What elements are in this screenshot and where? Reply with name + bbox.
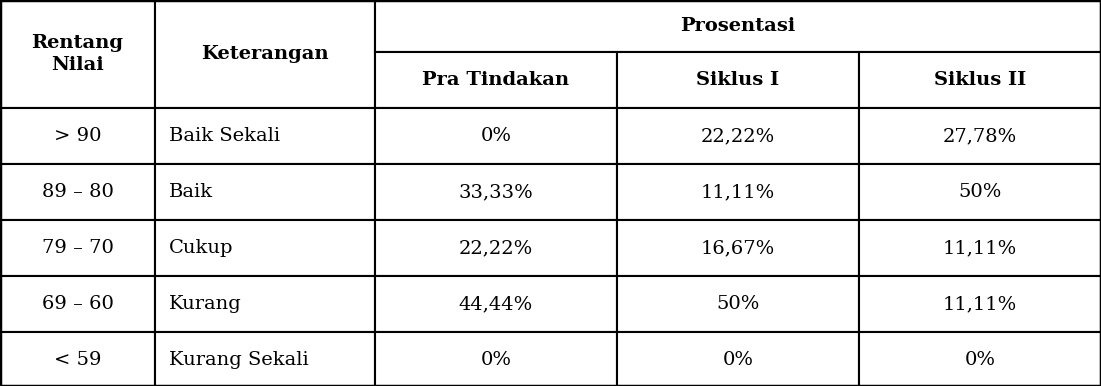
Bar xyxy=(617,52,859,108)
Text: 44,44%: 44,44% xyxy=(459,295,533,313)
Bar xyxy=(859,220,1101,276)
Text: 33,33%: 33,33% xyxy=(459,183,533,201)
Text: 50%: 50% xyxy=(958,183,1002,201)
Bar xyxy=(859,332,1101,386)
Bar xyxy=(859,52,1101,108)
Text: Prosentasi: Prosentasi xyxy=(680,17,796,35)
Text: 50%: 50% xyxy=(717,295,760,313)
Bar xyxy=(155,0,375,108)
Bar xyxy=(0,332,155,386)
Bar xyxy=(375,332,617,386)
Bar xyxy=(0,276,155,332)
Bar xyxy=(155,220,375,276)
Bar xyxy=(617,332,859,386)
Text: 11,11%: 11,11% xyxy=(942,239,1017,257)
Text: Kurang Sekali: Kurang Sekali xyxy=(168,351,308,369)
Bar xyxy=(375,276,617,332)
Bar xyxy=(0,108,155,164)
Text: 0%: 0% xyxy=(480,351,512,369)
Text: Rentang
Nilai: Rentang Nilai xyxy=(32,34,123,74)
Text: 89 – 80: 89 – 80 xyxy=(42,183,113,201)
Bar xyxy=(155,276,375,332)
Text: 79 – 70: 79 – 70 xyxy=(42,239,113,257)
Text: 0%: 0% xyxy=(964,351,995,369)
Text: > 90: > 90 xyxy=(54,127,101,145)
Text: Pra Tindakan: Pra Tindakan xyxy=(423,71,569,89)
Text: 0%: 0% xyxy=(480,127,512,145)
Bar xyxy=(375,108,617,164)
Text: 11,11%: 11,11% xyxy=(701,183,775,201)
Bar xyxy=(617,276,859,332)
Text: 27,78%: 27,78% xyxy=(942,127,1017,145)
Text: 69 – 60: 69 – 60 xyxy=(42,295,113,313)
Bar xyxy=(155,108,375,164)
Bar xyxy=(375,220,617,276)
Bar xyxy=(617,220,859,276)
Text: Siklus II: Siklus II xyxy=(934,71,1026,89)
Bar xyxy=(0,0,155,108)
Bar xyxy=(155,332,375,386)
Text: 22,22%: 22,22% xyxy=(459,239,533,257)
Bar xyxy=(617,108,859,164)
Text: Cukup: Cukup xyxy=(168,239,233,257)
Text: Baik Sekali: Baik Sekali xyxy=(168,127,280,145)
Bar xyxy=(375,0,1101,52)
Bar xyxy=(0,164,155,220)
Bar xyxy=(155,164,375,220)
Bar xyxy=(0,220,155,276)
Bar xyxy=(375,164,617,220)
Text: Baik: Baik xyxy=(168,183,214,201)
Bar xyxy=(859,276,1101,332)
Bar xyxy=(859,164,1101,220)
Text: < 59: < 59 xyxy=(54,351,101,369)
Text: Keterangan: Keterangan xyxy=(201,45,329,63)
Text: Siklus I: Siklus I xyxy=(697,71,780,89)
Text: 0%: 0% xyxy=(722,351,753,369)
Text: 16,67%: 16,67% xyxy=(701,239,775,257)
Bar xyxy=(859,108,1101,164)
Text: Kurang: Kurang xyxy=(168,295,242,313)
Bar xyxy=(375,52,617,108)
Text: 22,22%: 22,22% xyxy=(701,127,775,145)
Text: 11,11%: 11,11% xyxy=(942,295,1017,313)
Bar xyxy=(617,164,859,220)
